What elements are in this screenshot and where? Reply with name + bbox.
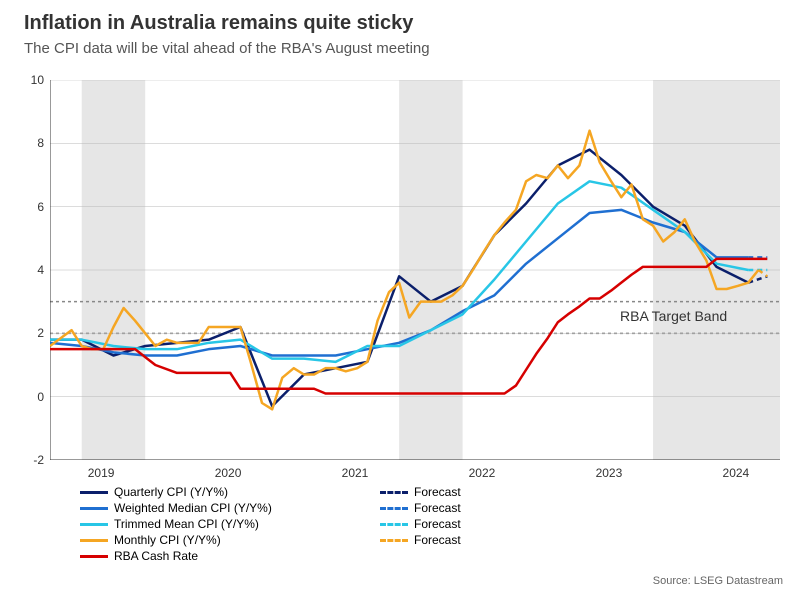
legend-label: Forecast bbox=[414, 501, 461, 515]
inflation-chart: Inflation in Australia remains quite sti… bbox=[0, 0, 801, 601]
plot-svg bbox=[50, 80, 780, 460]
target-band-label: RBA Target Band bbox=[620, 308, 727, 324]
source-label: Source: LSEG Datastream bbox=[653, 575, 783, 587]
legend: Quarterly CPI (Y/Y%) Weighted Median CPI … bbox=[80, 484, 680, 564]
legend-label: Forecast bbox=[414, 485, 461, 499]
y-tick-label: 4 bbox=[20, 263, 44, 277]
legend-item: Forecast bbox=[380, 500, 461, 516]
legend-swatch bbox=[380, 507, 408, 510]
x-tick-label: 2021 bbox=[342, 466, 369, 480]
x-tick-label: 2023 bbox=[596, 466, 623, 480]
legend-item: Quarterly CPI (Y/Y%) bbox=[80, 484, 380, 500]
legend-label: Monthly CPI (Y/Y%) bbox=[114, 533, 221, 547]
chart-subtitle: The CPI data will be vital ahead of the … bbox=[24, 40, 430, 57]
legend-swatch bbox=[380, 523, 408, 526]
x-tick-label: 2020 bbox=[215, 466, 242, 480]
legend-item: Forecast bbox=[380, 532, 461, 548]
legend-label: RBA Cash Rate bbox=[114, 549, 198, 563]
legend-item: Forecast bbox=[380, 516, 461, 532]
x-tick-label: 2019 bbox=[88, 466, 115, 480]
legend-label: Trimmed Mean CPI (Y/Y%) bbox=[114, 517, 259, 531]
legend-swatch bbox=[380, 539, 408, 542]
legend-item: Trimmed Mean CPI (Y/Y%) bbox=[80, 516, 380, 532]
legend-swatch bbox=[80, 491, 108, 494]
x-tick-label: 2024 bbox=[723, 466, 750, 480]
legend-label: Forecast bbox=[414, 533, 461, 547]
chart-title: Inflation in Australia remains quite sti… bbox=[24, 12, 413, 35]
x-tick-label: 2022 bbox=[469, 466, 496, 480]
legend-item: Forecast bbox=[380, 484, 461, 500]
legend-label: Forecast bbox=[414, 517, 461, 531]
legend-swatch bbox=[380, 491, 408, 494]
legend-swatch bbox=[80, 555, 108, 558]
legend-swatch bbox=[80, 539, 108, 542]
y-tick-label: 0 bbox=[20, 390, 44, 404]
legend-label: Weighted Median CPI (Y/Y%) bbox=[114, 501, 272, 515]
y-tick-label: 6 bbox=[20, 200, 44, 214]
legend-swatch bbox=[80, 523, 108, 526]
y-tick-label: 2 bbox=[20, 326, 44, 340]
legend-item: Weighted Median CPI (Y/Y%) bbox=[80, 500, 380, 516]
y-tick-label: 8 bbox=[20, 136, 44, 150]
y-tick-label: -2 bbox=[20, 453, 44, 467]
legend-label: Quarterly CPI (Y/Y%) bbox=[114, 485, 228, 499]
legend-item: RBA Cash Rate bbox=[80, 548, 380, 564]
y-tick-label: 10 bbox=[20, 73, 44, 87]
legend-item: Monthly CPI (Y/Y%) bbox=[80, 532, 380, 548]
legend-swatch bbox=[80, 507, 108, 510]
